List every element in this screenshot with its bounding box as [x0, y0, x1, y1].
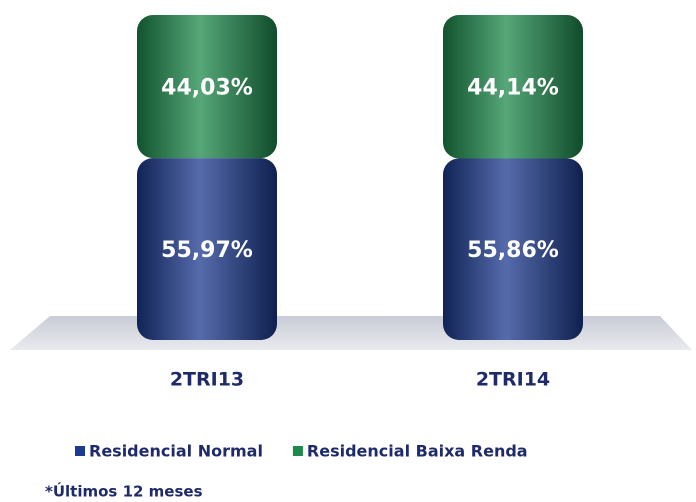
footnote: *Últimos 12 meses: [45, 482, 203, 501]
floor: [10, 316, 692, 350]
bar: [443, 158, 583, 340]
data-label: 44,03%: [161, 76, 253, 101]
legend-label: Residencial Baixa Renda: [307, 442, 528, 461]
data-label: 55,86%: [467, 238, 559, 263]
data-label: 55,97%: [161, 238, 253, 263]
data-label: 44,14%: [467, 76, 559, 101]
bar: [443, 15, 583, 159]
legend-label: Residencial Normal: [89, 442, 263, 461]
bar: [137, 158, 277, 340]
legend-swatch: [75, 446, 85, 456]
bar: [137, 15, 277, 159]
legend-swatch: [292, 446, 303, 456]
x-tick-label: 2TRI14: [476, 369, 550, 391]
x-tick-label: 2TRI13: [170, 369, 244, 391]
